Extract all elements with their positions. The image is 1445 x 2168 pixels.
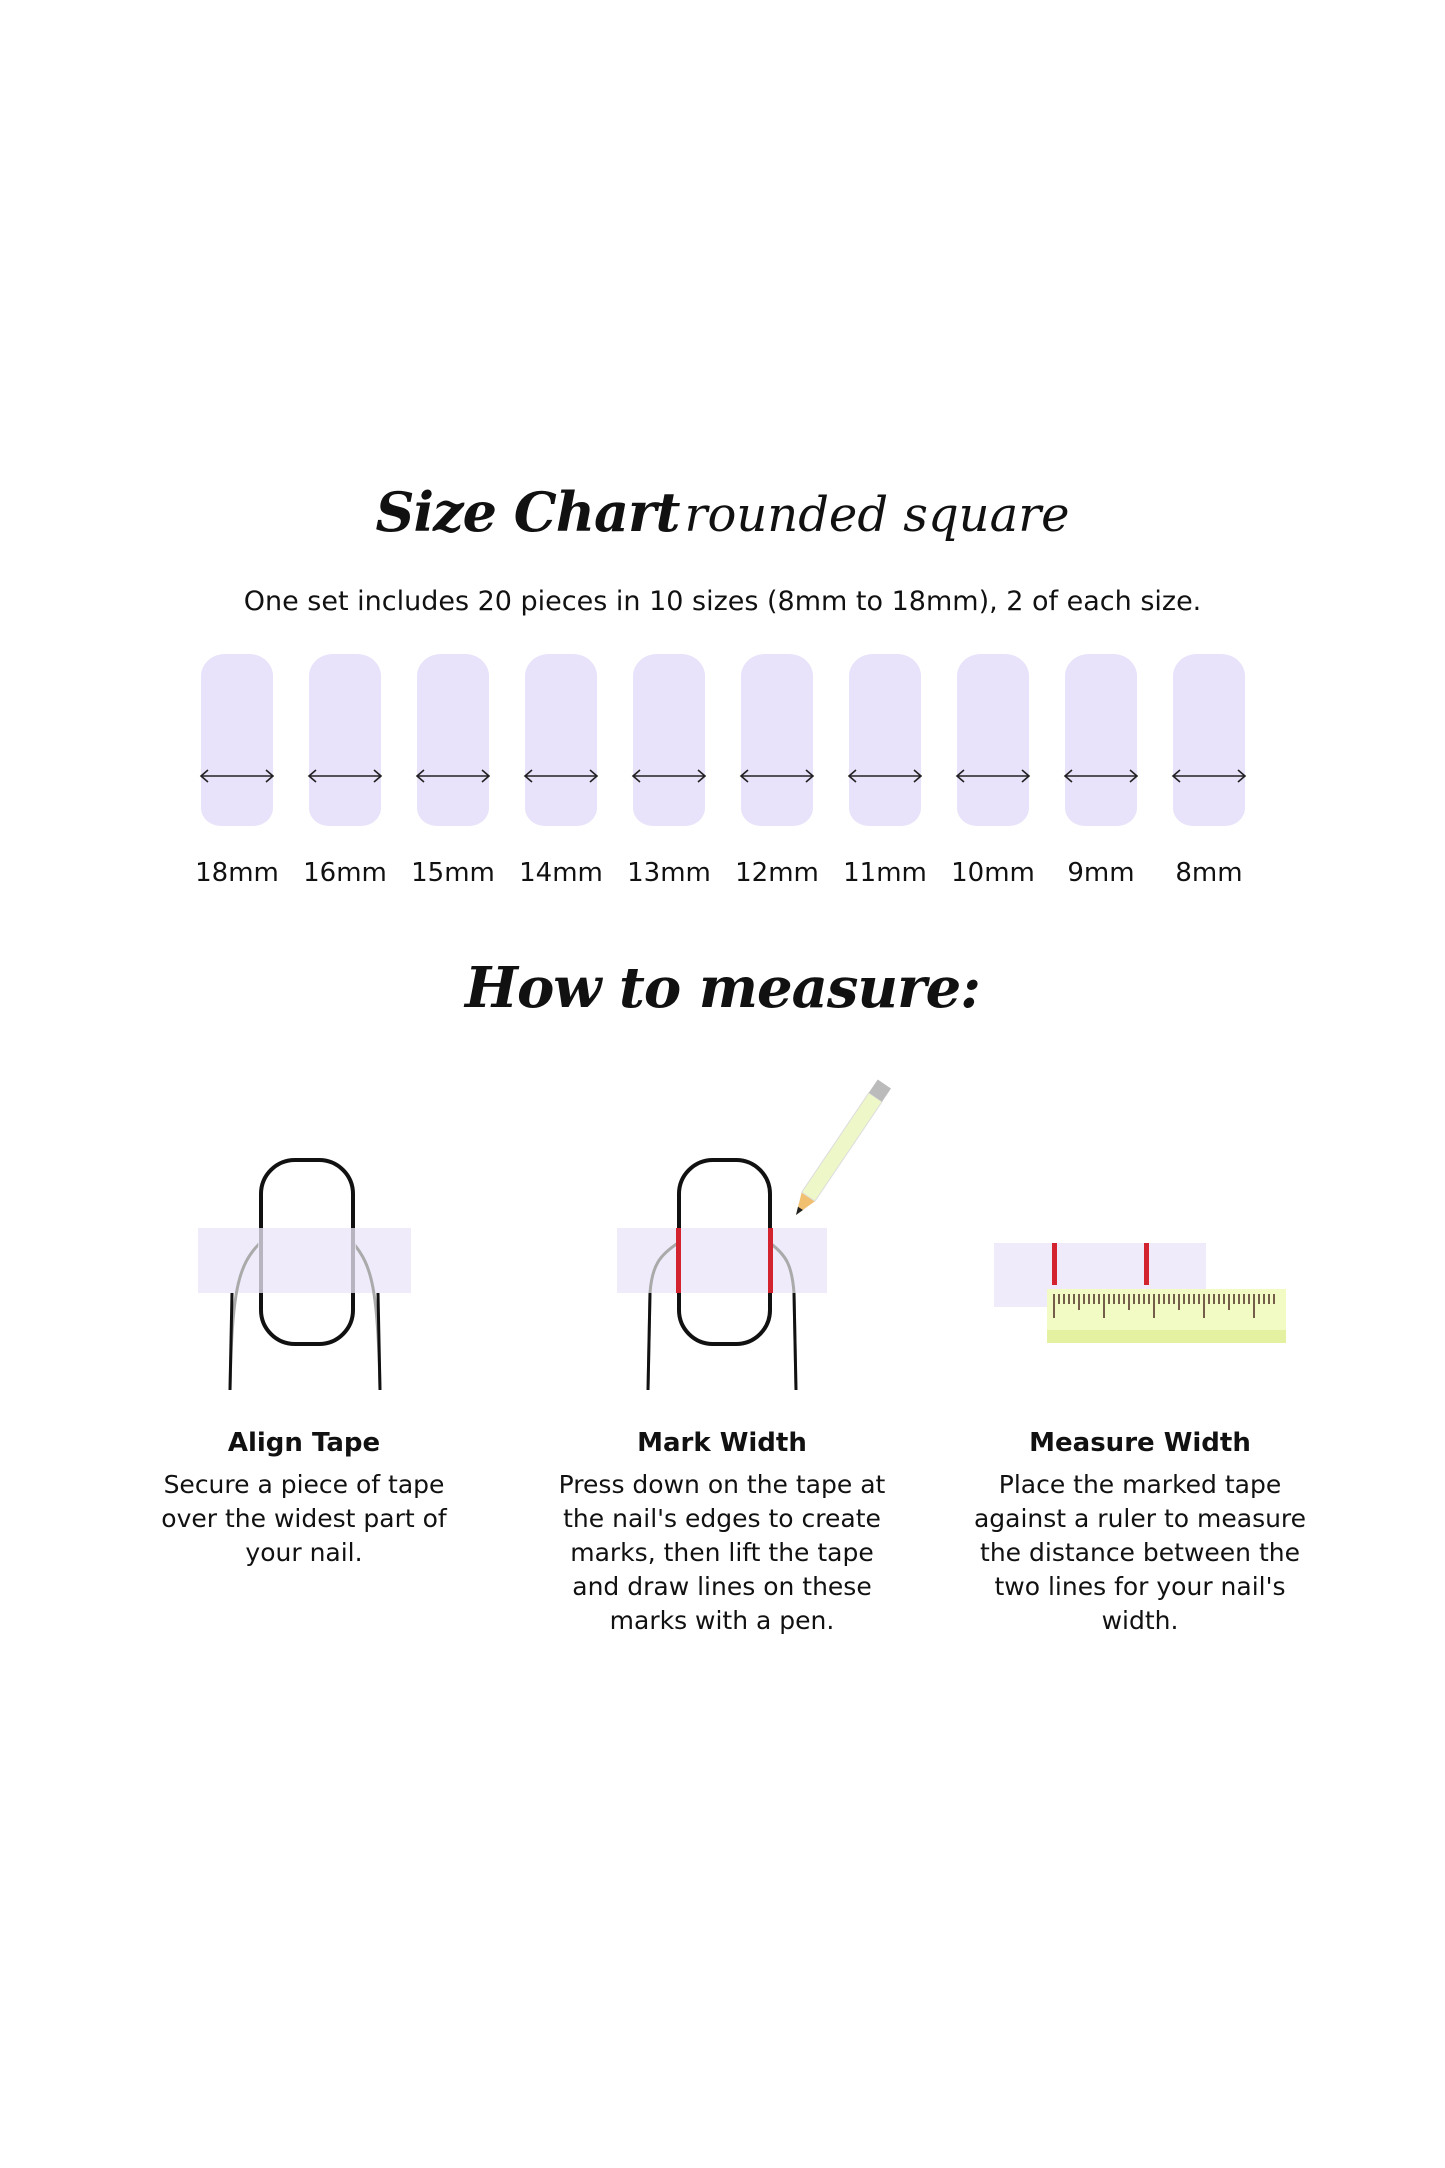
- pencil-icon: [796, 1079, 891, 1215]
- double-arrow-icon: [199, 769, 275, 783]
- size-label: 18mm: [195, 858, 279, 888]
- size-label: 10mm: [951, 858, 1035, 888]
- measure-illustrations: [198, 1079, 1286, 1391]
- double-arrow-icon: [307, 769, 383, 783]
- double-arrow-icon: [523, 769, 599, 783]
- size-label: 8mm: [1175, 858, 1243, 888]
- size-label: 9mm: [1067, 858, 1135, 888]
- nail-shape: [523, 654, 599, 826]
- mark-line: [768, 1228, 773, 1293]
- double-arrow-icon: [955, 769, 1031, 783]
- nail-shape: [307, 654, 383, 826]
- nail-shape: [415, 654, 491, 826]
- nail-shape: [631, 654, 707, 826]
- how-to-measure-title: How to measure:: [465, 955, 981, 1021]
- step-text: Press down on the tape at the nail's edg…: [558, 1470, 886, 1635]
- title-light: rounded square: [684, 487, 1070, 543]
- double-arrow-icon: [631, 769, 707, 783]
- step-text: Place the marked tape against a ruler to…: [973, 1470, 1307, 1635]
- nail-shape: [1171, 654, 1247, 826]
- step-title: Mark Width: [637, 1428, 807, 1458]
- nail-shape: [955, 654, 1031, 826]
- size-label: 15mm: [411, 858, 495, 888]
- finger-icon: [228, 1292, 382, 1391]
- size-label: 12mm: [735, 858, 819, 888]
- step-text: Secure a piece of tape over the widest p…: [161, 1470, 447, 1567]
- double-arrow-icon: [1171, 769, 1247, 783]
- step-title: Measure Width: [1029, 1428, 1251, 1458]
- nail-shape: [199, 654, 275, 826]
- size-label: 11mm: [843, 858, 927, 888]
- size-label: 13mm: [627, 858, 711, 888]
- double-arrow-icon: [847, 769, 923, 783]
- size-label: 16mm: [303, 858, 387, 888]
- nail-shape: [1063, 654, 1139, 826]
- mark-line: [676, 1228, 681, 1293]
- subtitle: One set includes 20 pieces in 10 sizes (…: [243, 586, 1202, 617]
- step-mark-width: Mark Width Press down on the tape at the…: [542, 1428, 902, 1638]
- double-arrow-icon: [1063, 769, 1139, 783]
- double-arrow-icon: [739, 769, 815, 783]
- title-bold: Size Chart: [375, 480, 680, 544]
- measure-width-illustration: [994, 1243, 1286, 1343]
- nail-shape: [739, 654, 815, 826]
- step-measure-width: Measure Width Place the marked tape agai…: [960, 1428, 1320, 1638]
- nail-shape: [847, 654, 923, 826]
- step-title: Align Tape: [227, 1428, 381, 1458]
- double-arrow-icon: [415, 769, 491, 783]
- step-align-tape: Align Tape Secure a piece of tape over t…: [124, 1428, 484, 1570]
- page-title: Size Chart rounded square: [0, 480, 1445, 544]
- align-tape-illustration: [198, 1158, 411, 1391]
- mark-width-illustration: [617, 1079, 891, 1391]
- size-label: 14mm: [519, 858, 603, 888]
